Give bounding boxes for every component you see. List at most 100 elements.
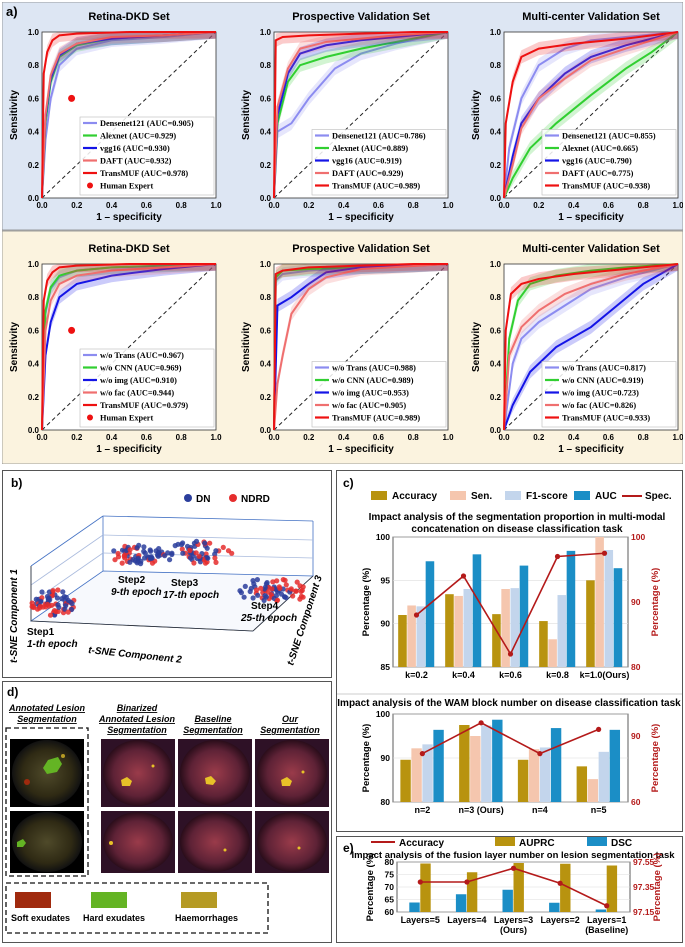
roc-ytick: 0.4 <box>28 360 40 369</box>
roc-xtick: 1.0 <box>672 201 683 210</box>
roc-line <box>273 263 448 431</box>
bar-sen <box>470 736 481 802</box>
bar-sen <box>548 639 557 667</box>
ylabel-right: Percentage (%) <box>650 568 661 637</box>
tsne-point-ndrd <box>187 547 193 554</box>
tsne-point-dn <box>205 555 211 561</box>
roc-legend-label: Alexnet (AUC=0.889) <box>332 144 408 153</box>
roc-plot-2-3: Multi-center Validation Set 0.00.0 0.2 0.2 0… <box>471 243 684 455</box>
roc-xtick: 0.2 <box>71 433 83 442</box>
roc-ytick: 0.8 <box>28 293 40 302</box>
tsne-point-dn <box>46 595 52 601</box>
roc-ytick: 0.8 <box>490 61 502 70</box>
bar-accuracy <box>459 725 470 802</box>
tsne-point-dn <box>127 559 133 565</box>
roc-band <box>504 32 678 198</box>
tsne-point-ndrd <box>212 555 218 561</box>
tsne-point-ndrd <box>265 589 271 595</box>
tsne-point-ndrd <box>283 582 289 588</box>
roc-xtick: 0.4 <box>568 201 580 210</box>
roc-legend-label: w/o CNN (AUC=0.969) <box>100 364 182 373</box>
ytick: 80 <box>385 857 395 867</box>
c-top-title2: concatenation on disease classification … <box>411 524 623 535</box>
roc-legend-label: vgg16 (AUC=0.919) <box>332 157 402 166</box>
ytick: 95 <box>381 575 391 585</box>
panel-a: a) Retina-DKD Set 0.0 0.0 0.2 0.2 0.4 0.4 0.6 0.… <box>1 1 684 465</box>
roc-xtick: 0.2 <box>71 201 83 210</box>
tsne-3d-box <box>29 515 315 632</box>
legend-f1-swatch <box>505 491 521 500</box>
ytick: 100 <box>376 709 390 719</box>
tsne-point-ndrd <box>220 544 226 550</box>
roc-chance-line <box>273 263 449 431</box>
col2-title-l3: Segmentation <box>107 725 167 735</box>
tsne-point-dn <box>204 545 210 551</box>
roc-line <box>273 31 449 199</box>
fundus-r2c1-hard <box>17 839 26 847</box>
col1-title-l2: Segmentation <box>17 714 77 724</box>
roc-xlabel: 1 – specificity <box>558 444 624 455</box>
tsne-point-ndrd <box>112 557 118 563</box>
c-bottom-title: Impact analysis of the WAM block number … <box>337 698 681 709</box>
line-point <box>460 573 467 579</box>
tsne-point-ndrd <box>37 605 43 611</box>
panel-b: b) DN NDRD Step1 1-th epoch St <box>2 470 332 678</box>
tsne-point-ndrd <box>191 560 197 566</box>
tsne-point-dn <box>213 548 219 554</box>
bar-accuracy <box>539 621 548 667</box>
roc-xtick: 0.4 <box>338 201 350 210</box>
roc-ylabel: Sensitivity <box>471 322 482 372</box>
roc-legend-label: Densenet121 (AUC=0.905) <box>100 119 194 128</box>
line-point <box>419 751 425 757</box>
roc-legend-label: Densenet121 (AUC=0.786) <box>332 132 426 141</box>
bar-f1 <box>510 588 520 667</box>
roc-legend-label: DAFT (AUC=0.929) <box>332 169 404 178</box>
bar-dsc <box>595 909 607 912</box>
lesion-legend: Soft exudates Hard exudates Haemorrhages <box>11 892 238 923</box>
tsne-point-ndrd <box>270 579 276 585</box>
col4-title-l2: Segmentation <box>260 725 320 735</box>
bar-sen <box>454 595 463 667</box>
roc-xtick: 0.6 <box>373 433 385 442</box>
roc-ytick: 0.4 <box>260 128 272 137</box>
legend-soft-swatch <box>15 892 51 908</box>
xtick: n=2 <box>414 805 430 815</box>
legend-hard-swatch <box>91 892 127 908</box>
panel-e-svg: e) Accuracy AUPRC DSC Impact analysis of… <box>343 837 675 935</box>
ytick: 90 <box>381 619 391 629</box>
fundus-r2c3-disc <box>180 812 250 872</box>
roc-line <box>41 263 217 431</box>
roc-legend-label: w/o Trans (AUC=0.988) <box>332 364 416 373</box>
bar-f1 <box>416 606 426 667</box>
roc-ytick: 0.6 <box>260 326 272 335</box>
roc-line <box>41 263 217 431</box>
bar-auc <box>613 568 623 667</box>
legend-ndrd-dot <box>229 494 237 502</box>
tsne-point-dn <box>169 551 175 558</box>
bar-auc <box>566 550 576 667</box>
tsne-point-ndrd <box>50 588 56 594</box>
roc-line <box>503 31 679 199</box>
tsne-legend: DN NDRD <box>184 494 270 505</box>
fundus-r1c4-lesion <box>281 777 292 786</box>
roc-legend-label: w/o CNN (AUC=0.919) <box>562 376 644 385</box>
panel-c-svg: c) Accuracy Sen. F1-score AUC Spec. Impa… <box>337 476 682 815</box>
bar-auc <box>425 561 435 667</box>
tsne-point-dn <box>63 603 69 609</box>
roc-legend-label: vgg16 (AUC=0.930) <box>100 144 170 153</box>
roc-xtick: 0.8 <box>408 201 420 210</box>
tsne-point-dn <box>193 538 200 544</box>
ytick: 90 <box>381 753 391 763</box>
step2-epoch: 9-th epoch <box>111 587 162 598</box>
roc-xlabel: 1 – specificity <box>328 212 394 223</box>
panel-a-label: a) <box>6 4 18 19</box>
fundus-r2c4-dot <box>297 846 301 850</box>
roc-legend-label: w/o fac (AUC=0.905) <box>332 401 406 410</box>
roc-ytick: 0.2 <box>260 393 272 402</box>
legend-dn-dot <box>184 494 192 502</box>
tsne-point-dn <box>262 593 268 599</box>
tsne-point-dn <box>141 544 147 550</box>
bar-f1 <box>463 589 473 667</box>
roc-ylabel: Sensitivity <box>241 90 252 140</box>
roc-legend-label: w/o img (AUC=0.723) <box>562 389 639 398</box>
